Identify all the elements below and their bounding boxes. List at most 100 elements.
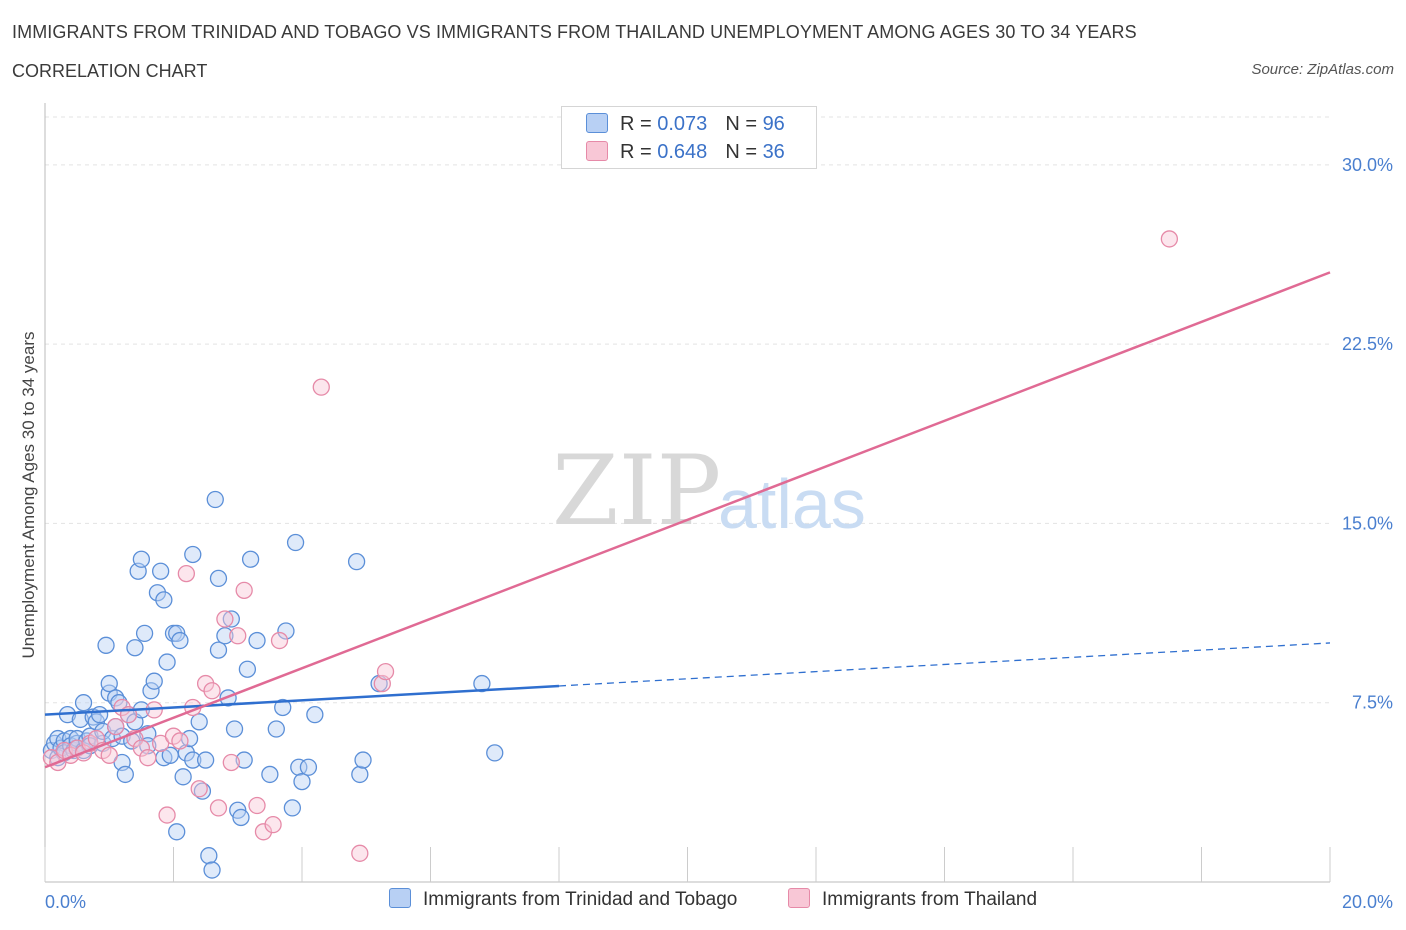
point-thailand [196,674,215,693]
point-thailand [222,753,240,772]
point-trinidad [100,674,118,693]
point-trinidad [94,722,112,741]
point-trinidad [473,674,491,693]
legend-row-thailand: R = 0.648 N = 36 [586,141,785,165]
legend-row-trinidad: R = 0.073 N = 96 [586,113,785,137]
legend-r-value: 0.073 [657,113,708,135]
point-thailand [254,823,273,841]
trend-line-trinidad [44,684,560,716]
point-thailand [209,799,228,817]
point-trinidad [274,698,292,717]
point-thailand [190,780,208,798]
point-trinidad [209,641,228,659]
trend-line-thailand [44,271,1331,769]
point-trinidad [277,622,295,640]
bottom-legend-thailand: Immigrants from Thailand [788,888,1037,911]
point-thailand [1160,230,1179,248]
point-thailand [235,581,253,599]
point-thailand [264,815,282,834]
y-tick-label: 30.0% [1342,155,1393,175]
chart-subtitle: CORRELATION CHART [12,61,208,81]
y-axis-label: Unemployment Among Ages 30 to 34 years [19,332,38,659]
watermark-zip: ZIP [552,435,721,547]
point-trinidad [107,689,125,707]
bottom-legend-label: Immigrants from Thailand [822,889,1038,910]
point-thailand [351,844,369,862]
source-credit: Source: ZipAtlas.com [1251,61,1394,78]
y-tick-label: 15.0% [1342,513,1393,533]
point-thailand [151,734,170,752]
point-trinidad [206,490,224,509]
chart-title: IMMIGRANTS FROM TRINIDAD AND TOBAGO VS I… [12,22,1137,42]
legend-n-value: 36 [762,141,785,163]
trend-line-trinidad-extension [558,642,1331,687]
point-thailand [171,732,189,750]
point-trinidad [190,713,208,731]
legend-swatch-blue [586,113,608,133]
bottom-legend-label: Immigrants from Trinidad and Tobago [423,889,738,910]
point-trinidad [248,631,266,650]
legend-n-label: N = [725,141,763,163]
trend-lines [44,271,1331,769]
point-trinidad [261,765,279,784]
legend-n-label: N = [725,113,763,135]
point-trinidad [184,545,202,564]
bottom-legend-swatch-blue [389,888,411,908]
point-trinidad [97,636,115,654]
point-trinidad [241,550,260,568]
axes [44,103,1331,883]
point-trinidad [209,569,228,588]
point-trinidad [168,823,186,841]
point-trinidad [299,758,318,776]
point-trinidad [148,584,167,602]
point-trinidad [200,847,218,865]
point-thailand [203,682,221,700]
point-thailand [248,796,266,815]
point-trinidad [203,861,221,879]
point-trinidad [267,720,285,738]
y-tick-label: 22.5% [1342,334,1393,354]
correlation-legend: R = 0.073 N = 96 R = 0.648 N = 36 [561,106,817,169]
point-trinidad [225,720,244,738]
point-trinidad [354,751,372,769]
series-thailand-points [42,230,1179,862]
point-trinidad [196,751,215,769]
point-trinidad [351,765,369,784]
point-trinidad [151,562,170,580]
point-trinidad [74,694,93,712]
point-trinidad [145,672,163,690]
point-trinidad [116,765,134,784]
legend-swatch-pink [586,141,608,161]
point-thailand [270,631,289,650]
point-trinidad [174,768,192,786]
legend-n-value: 96 [762,113,785,135]
point-trinidad [286,533,305,552]
point-thailand [229,627,247,645]
point-trinidad [290,758,308,776]
point-trinidad [293,772,311,791]
point-thailand [376,662,395,681]
point-trinidad [142,682,160,700]
point-trinidad [347,553,366,571]
legend-r-label: R = [620,113,658,135]
y-tick-label: 7.5% [1352,693,1393,713]
point-trinidad [184,751,202,769]
tick-labels: 7.5% 15.0% 22.5% 30.0% 0.0% 20.0% [45,155,1393,912]
point-trinidad [158,653,176,671]
point-thailand [100,746,118,764]
point-trinidad [222,610,240,628]
point-trinidad [232,808,250,827]
point-thailand [312,378,330,396]
point-thailand [158,806,176,824]
point-trinidad [486,744,504,762]
legend-r-value: 0.648 [657,141,708,163]
point-trinidad [306,706,324,724]
point-thailand [132,739,151,757]
bottom-legend-swatch-pink [788,888,810,908]
point-trinidad [90,706,109,724]
legend-r-label: R = [620,141,658,163]
x-tick-label: 20.0% [1342,892,1393,912]
point-thailand [139,749,157,767]
